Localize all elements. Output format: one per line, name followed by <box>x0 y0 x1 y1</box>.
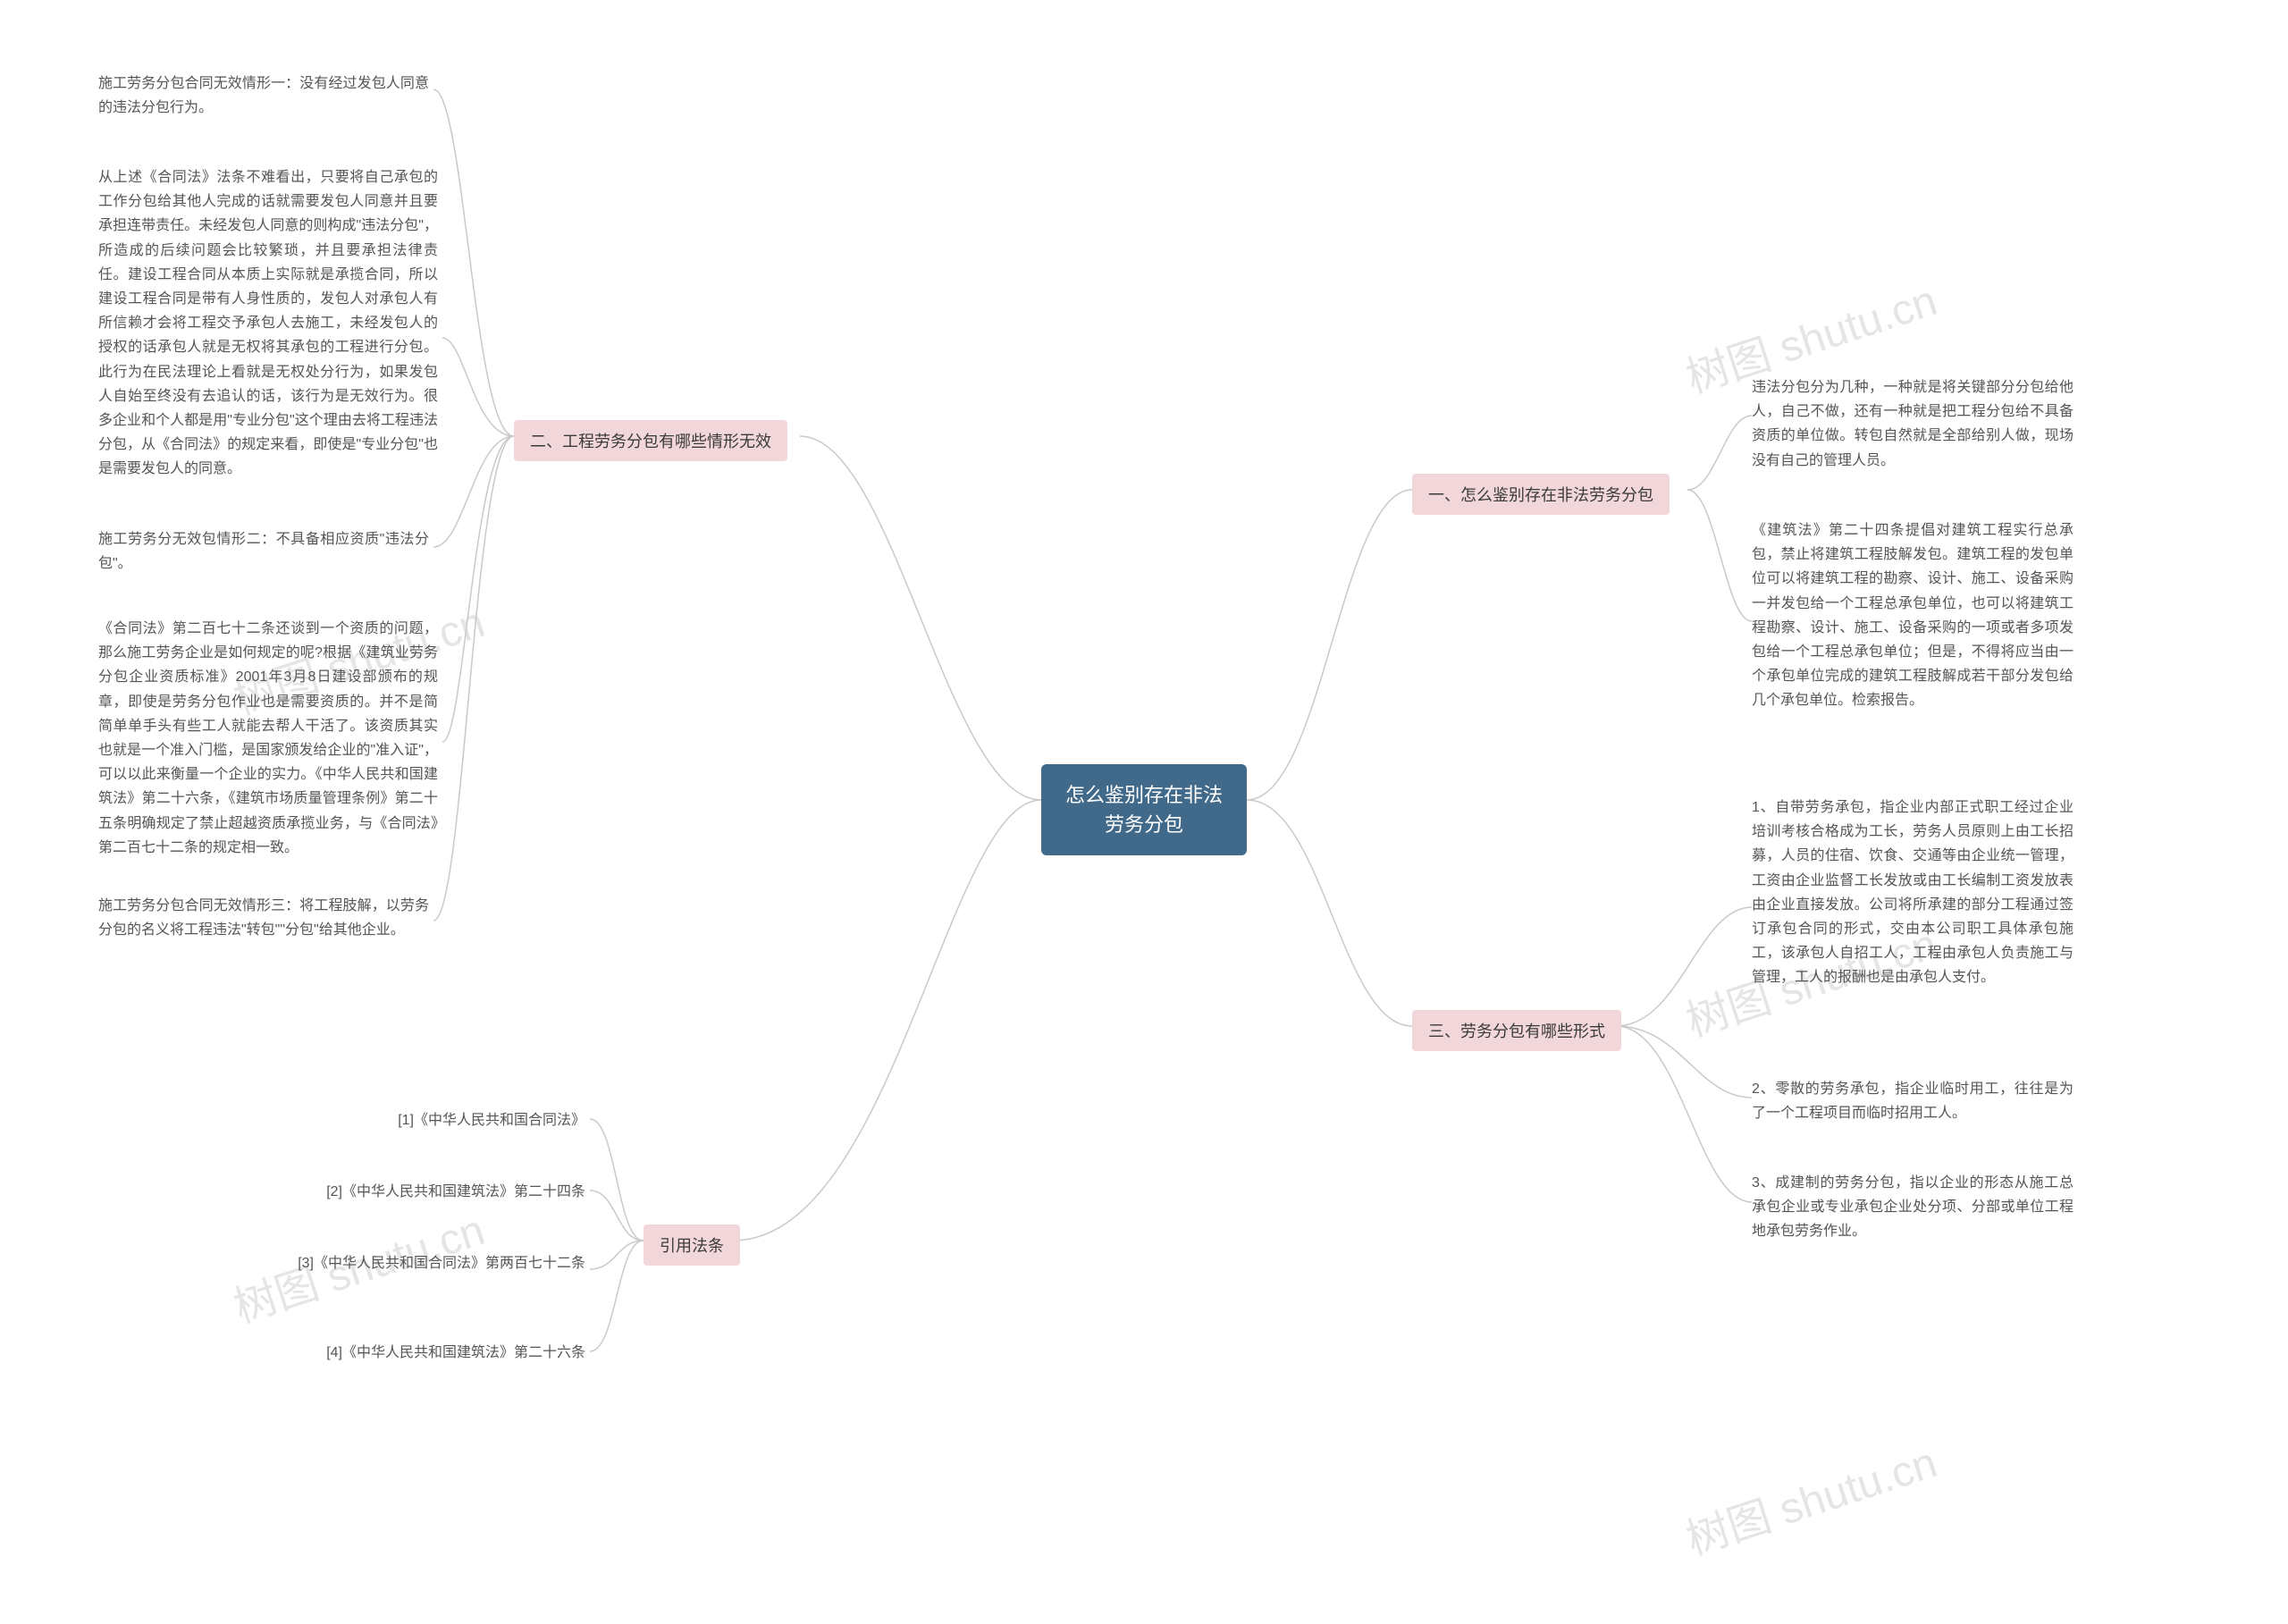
leaf-node: 施工劳务分无效包情形二：不具备相应资质"违法分包"。 <box>98 527 429 576</box>
leaf-node: [4]《中华人民共和国建筑法》第二十六条 <box>223 1341 585 1365</box>
watermark: 树图 shutu.cn <box>1677 1427 1943 1567</box>
leaf-node: 从上述《合同法》法条不难看出，只要将自己承包的工作分包给其他人完成的话就需要发包… <box>98 165 438 481</box>
leaf-node: [2]《中华人民共和国建筑法》第二十四条 <box>223 1180 585 1204</box>
leaf-node: 《建筑法》第二十四条提倡对建筑工程实行总承包，禁止将建筑工程肢解发包。建筑工程的… <box>1752 518 2074 713</box>
leaf-node: 施工劳务分包合同无效情形一：没有经过发包人同意的违法分包行为。 <box>98 72 429 120</box>
mindmap-center-node[interactable]: 怎么鉴别存在非法劳务分包 <box>1041 764 1247 855</box>
leaf-node: 违法分包分为几种，一种就是将关键部分分包给他人，自己不做，还有一种就是把工程分包… <box>1752 375 2074 473</box>
leaf-node: [3]《中华人民共和国合同法》第两百七十二条 <box>223 1251 585 1275</box>
leaf-node: 2、零散的劳务承包，指企业临时用工，往往是为了一个工程项目而临时招用工人。 <box>1752 1077 2074 1125</box>
branch-node-identify[interactable]: 一、怎么鉴别存在非法劳务分包 <box>1412 474 1670 515</box>
leaf-node: 1、自带劳务承包，指企业内部正式职工经过企业培训考核合格成为工长，劳务人员原则上… <box>1752 795 2074 990</box>
leaf-node: 施工劳务分包合同无效情形三：将工程肢解，以劳务分包的名义将工程违法"转包""分包… <box>98 894 429 942</box>
branch-node-references[interactable]: 引用法条 <box>644 1224 740 1266</box>
branch-node-forms[interactable]: 三、劳务分包有哪些形式 <box>1412 1010 1621 1051</box>
leaf-node: 《合同法》第二百七十二条还谈到一个资质的问题，那么施工劳务企业是如何规定的呢?根… <box>98 617 438 860</box>
branch-node-invalid[interactable]: 二、工程劳务分包有哪些情形无效 <box>514 420 787 461</box>
leaf-node: [1]《中华人民共和国合同法》 <box>308 1108 585 1132</box>
leaf-node: 3、成建制的劳务分包，指以企业的形态从施工总承包企业或专业承包企业处分项、分部或… <box>1752 1171 2074 1244</box>
